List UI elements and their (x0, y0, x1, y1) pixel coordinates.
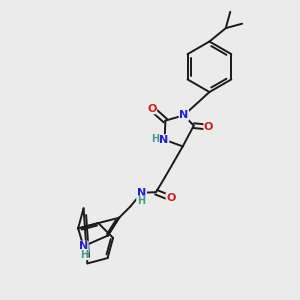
Text: O: O (166, 193, 176, 203)
Text: H: H (151, 134, 159, 144)
Text: H: H (80, 250, 88, 260)
Text: N: N (79, 241, 88, 251)
Text: N: N (160, 135, 169, 145)
Text: H: H (137, 196, 145, 206)
Text: N: N (179, 110, 188, 120)
Text: O: O (204, 122, 213, 132)
Text: O: O (147, 104, 157, 114)
Text: N: N (137, 188, 146, 198)
